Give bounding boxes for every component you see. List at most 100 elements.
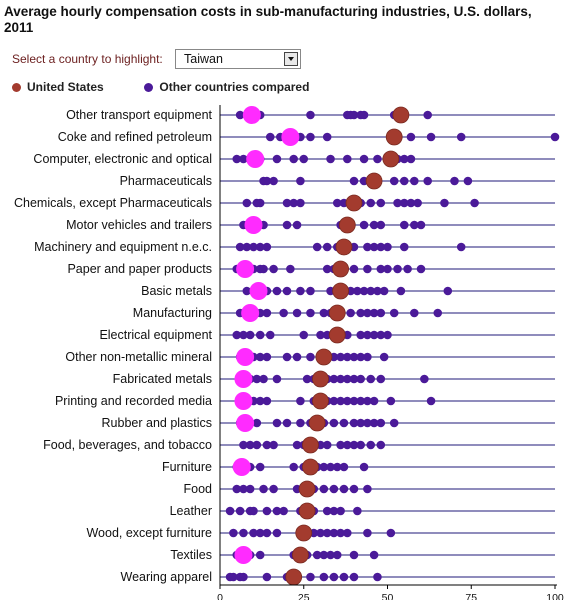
other-country-point	[393, 264, 402, 274]
other-country-point	[336, 396, 345, 406]
other-country-point	[269, 484, 278, 494]
other-country-point	[339, 484, 349, 494]
other-country-point	[373, 286, 382, 296]
other-country-point	[356, 396, 366, 406]
other-country-point	[255, 550, 265, 560]
us-point	[298, 502, 316, 520]
other-country-point	[359, 110, 369, 120]
other-country-point	[356, 308, 366, 318]
other-country-point	[376, 220, 386, 230]
us-point	[345, 194, 363, 212]
other-country-point	[292, 220, 302, 230]
country-select[interactable]: Taiwan	[175, 49, 301, 69]
category-label: Leather	[170, 504, 212, 518]
other-country-point	[433, 308, 443, 318]
other-country-point	[272, 286, 282, 296]
other-country-point	[349, 176, 359, 186]
category-label: Wood, except furniture	[86, 526, 212, 540]
other-country-point	[359, 462, 369, 472]
other-country-point	[336, 440, 345, 450]
us-point	[291, 546, 309, 564]
us-point	[328, 326, 346, 344]
other-country-point	[369, 550, 379, 560]
other-country-point	[306, 286, 315, 296]
other-country-point	[306, 132, 315, 142]
other-country-point	[329, 396, 339, 406]
highlight-point	[232, 458, 251, 476]
other-country-point	[262, 352, 272, 362]
other-country-point	[369, 418, 379, 428]
other-country-point	[349, 550, 359, 560]
other-country-point	[376, 374, 386, 384]
highlight-point	[236, 414, 255, 432]
other-country-point	[366, 286, 376, 296]
highlight-point	[236, 260, 255, 278]
category-label: Other transport equipment	[66, 108, 212, 122]
other-country-point	[245, 440, 255, 450]
legend-swatch-others	[144, 83, 154, 92]
other-country-point	[343, 396, 352, 406]
other-country-point	[279, 308, 288, 318]
other-country-point	[322, 506, 332, 516]
other-country-point	[289, 198, 299, 208]
other-country-point	[339, 418, 349, 428]
other-country-point	[356, 374, 366, 384]
other-country-point	[262, 506, 272, 516]
other-country-point	[299, 330, 309, 340]
other-country-point	[232, 330, 242, 340]
other-country-point	[272, 374, 282, 384]
other-country-point	[296, 176, 305, 186]
legend-item-us: United States	[12, 80, 107, 94]
other-country-point	[232, 154, 242, 164]
highlight-point	[234, 546, 253, 564]
other-country-point	[235, 110, 245, 120]
other-country-point	[272, 418, 282, 428]
other-country-point	[296, 286, 305, 296]
other-country-point	[272, 506, 282, 516]
other-country-point	[349, 440, 359, 450]
other-country-point	[426, 132, 436, 142]
other-country-point	[410, 176, 419, 186]
us-point	[365, 172, 383, 190]
other-country-point	[386, 528, 396, 538]
other-country-point	[282, 286, 292, 296]
other-country-point	[369, 308, 379, 318]
other-country-point	[369, 220, 379, 230]
other-country-point	[383, 330, 392, 340]
other-country-point	[252, 440, 262, 450]
other-country-point	[329, 572, 339, 582]
highlight-point	[281, 128, 300, 146]
other-country-point	[376, 198, 386, 208]
other-country-point	[272, 154, 282, 164]
category-label: Chemicals, except Pharmaceuticals	[14, 196, 212, 210]
other-country-point	[339, 572, 349, 582]
other-country-point	[239, 484, 248, 494]
other-country-point	[249, 528, 258, 538]
other-country-point	[322, 132, 332, 142]
legend-label-others: Other countries compared	[159, 80, 310, 94]
highlight-point	[234, 392, 253, 410]
us-point	[392, 106, 410, 124]
other-country-point	[399, 198, 409, 208]
us-point	[302, 436, 319, 454]
other-country-point	[319, 550, 329, 560]
other-country-point	[289, 462, 299, 472]
other-country-point	[349, 264, 359, 274]
us-point	[385, 128, 403, 146]
other-country-point	[356, 418, 366, 428]
other-country-point	[262, 242, 272, 252]
other-country-point	[249, 242, 258, 252]
other-country-point	[353, 286, 362, 296]
category-label: Pharmaceuticals	[120, 174, 212, 188]
other-country-point	[363, 330, 372, 340]
other-country-point	[339, 462, 349, 472]
category-label: Manufacturing	[133, 306, 212, 320]
other-country-point	[259, 264, 268, 274]
other-country-point	[343, 154, 352, 164]
other-country-point	[259, 374, 268, 384]
other-country-point	[332, 550, 342, 560]
chevron-down-icon[interactable]	[284, 52, 298, 66]
category-label: Food, beverages, and tobacco	[43, 438, 212, 452]
other-country-point	[399, 242, 409, 252]
